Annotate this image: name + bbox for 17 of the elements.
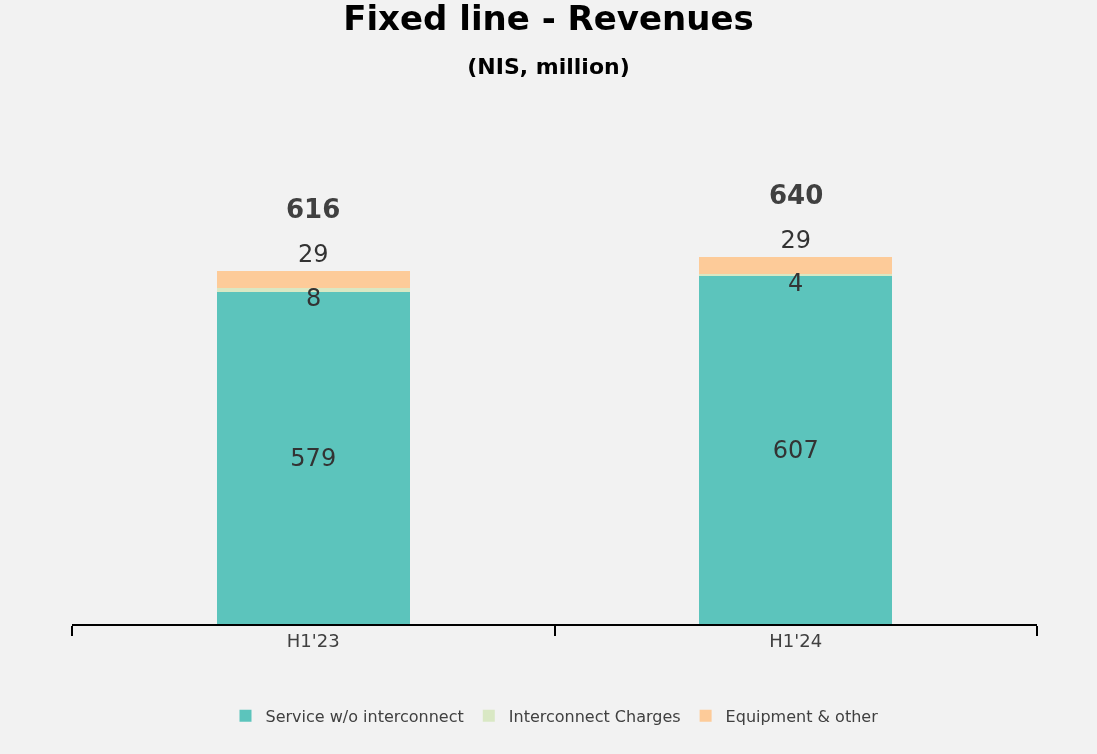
legend-label: Interconnect Charges <box>508 706 681 726</box>
legend-label: Equipment & other <box>725 706 879 726</box>
data-label: 579 <box>290 444 337 473</box>
data-label: 4 <box>788 269 804 297</box>
chart-title: Fixed line - Revenues <box>343 0 754 39</box>
total-label: 616 <box>286 194 341 224</box>
chart-subtitle: (NIS, million) <box>467 54 630 80</box>
x-tick-label: H1'24 <box>769 630 823 652</box>
data-label: 29 <box>297 240 329 269</box>
total-label: 640 <box>769 180 824 210</box>
bar <box>216 271 410 288</box>
data-label: 8 <box>306 284 322 312</box>
legend-label: Service w/o interconnect <box>265 706 464 726</box>
data-label: 29 <box>780 226 812 255</box>
bar <box>699 257 893 274</box>
x-tick-label: H1'23 <box>286 630 340 652</box>
data-label: 607 <box>772 436 819 465</box>
